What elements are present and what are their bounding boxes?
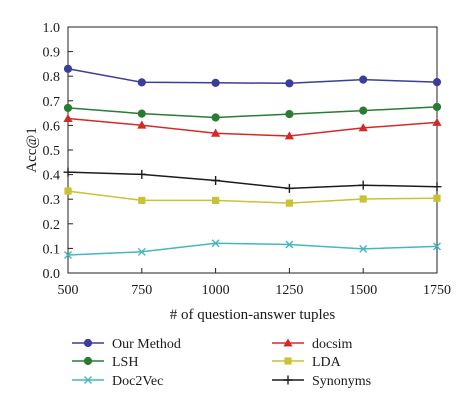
x-tick-label: 1500	[349, 283, 377, 298]
data-point-docsim	[63, 113, 73, 122]
y-tick-label: 1.0	[43, 21, 61, 36]
data-point-lda	[138, 196, 146, 205]
data-point-doc2vec	[64, 251, 72, 260]
legend: Our Method docsim LSH LDA Doc2Vec Synonyms	[72, 337, 371, 389]
data-point-doc2vec	[211, 239, 220, 248]
data-point-docsim	[137, 120, 147, 129]
data-point-synonyms	[63, 167, 73, 177]
data-point-our-method	[63, 64, 73, 73]
data-point-synonyms	[358, 180, 368, 190]
y-tick-label: 0.9	[43, 46, 61, 61]
series-line-doc2vec	[67, 242, 438, 256]
data-point-our-method	[432, 78, 442, 87]
series-doc2vec	[64, 239, 441, 260]
data-point-lsh	[63, 103, 73, 113]
legend-item-our-method: Our Method	[72, 337, 181, 352]
legend-item-docsim: docsim	[272, 337, 353, 352]
x-tick-label: 1000	[202, 283, 230, 298]
data-point-synonyms	[211, 176, 221, 186]
data-point-lsh	[285, 109, 294, 119]
legend-label-lda: LDA	[312, 355, 342, 370]
data-point-lsh	[211, 113, 220, 122]
x-tick-label: 1250	[275, 283, 303, 298]
series-line-synonyms	[67, 171, 438, 190]
legend-marker-lsh	[83, 356, 93, 366]
series-synonyms	[63, 167, 442, 193]
series-line-our-method	[67, 68, 438, 85]
legend-item-doc2vec: Doc2Vec	[72, 374, 163, 389]
series-line-lda	[67, 190, 438, 204]
y-tick-label: 0.8	[43, 70, 61, 85]
data-point-our-method	[285, 79, 294, 88]
legend-marker-our-method	[83, 338, 93, 348]
legend-marker-synonyms	[283, 375, 293, 385]
data-point-lda	[285, 199, 293, 207]
plot-frame	[67, 26, 438, 274]
y-tick-label: 0.7	[43, 95, 61, 110]
series-line-lsh	[67, 106, 438, 119]
data-point-lsh	[432, 102, 442, 112]
axes: 0.0 0.1 0.2 0.3 0.4 0.5 0.6 0.7 0.8 0.9 1.0 500 750 1…	[43, 21, 452, 298]
legend-label-docsim: docsim	[312, 337, 353, 352]
y-tick-label: 0.3	[43, 193, 61, 208]
series-line-docsim	[67, 117, 438, 137]
legend-item-synonyms: Synonyms	[272, 374, 371, 389]
data-point-our-method	[137, 78, 146, 87]
data-point-lsh	[359, 106, 368, 115]
x-tick-label: 750	[131, 283, 152, 298]
data-point-synonyms	[137, 169, 147, 179]
x-tick-label: 1750	[423, 283, 451, 298]
data-point-doc2vec	[359, 244, 368, 253]
data-point-lda	[64, 187, 72, 195]
legend-marker-docsim	[283, 338, 293, 347]
x-tick-label: 500	[58, 283, 79, 298]
data-point-docsim	[284, 131, 294, 140]
y-tick-label: 0.2	[43, 218, 61, 233]
y-tick-label: 0.5	[43, 144, 61, 159]
legend-label-doc2vec: Doc2Vec	[112, 374, 163, 389]
data-point-doc2vec	[433, 242, 441, 251]
x-axis-title: # of question-answer tuples	[170, 307, 336, 323]
data-point-doc2vec	[285, 240, 294, 249]
y-tick-label: 0.6	[43, 119, 61, 134]
legend-label-lsh: LSH	[112, 355, 138, 370]
data-point-doc2vec	[137, 247, 146, 256]
series-group	[63, 64, 442, 260]
data-point-docsim	[211, 128, 221, 137]
data-point-docsim	[432, 117, 442, 126]
legend-item-lda: LDA	[272, 355, 342, 370]
legend-item-lsh: LSH	[72, 355, 138, 370]
legend-marker-lda	[284, 357, 292, 365]
data-point-lda	[433, 194, 441, 202]
series-lda	[64, 187, 441, 207]
legend-label-our-method: Our Method	[112, 337, 181, 352]
data-point-lda	[212, 196, 220, 205]
y-axis-title: Acc@1	[24, 127, 40, 172]
data-point-docsim	[358, 123, 368, 132]
data-point-lda	[359, 195, 367, 203]
data-point-our-method	[359, 75, 368, 84]
data-point-synonyms	[284, 183, 294, 193]
data-point-our-method	[211, 78, 220, 87]
plot-area	[67, 26, 438, 274]
series-docsim	[63, 113, 442, 140]
data-point-synonyms	[432, 182, 442, 192]
y-tick-label: 0.0	[43, 267, 61, 282]
legend-label-synonyms: Synonyms	[312, 374, 371, 389]
data-point-lsh	[137, 109, 146, 118]
series-our-method	[63, 64, 442, 88]
legend-marker-doc2vec	[84, 376, 92, 384]
series-lsh	[63, 102, 442, 122]
y-tick-label: 0.1	[43, 242, 61, 257]
y-tick-label: 0.4	[43, 169, 61, 184]
